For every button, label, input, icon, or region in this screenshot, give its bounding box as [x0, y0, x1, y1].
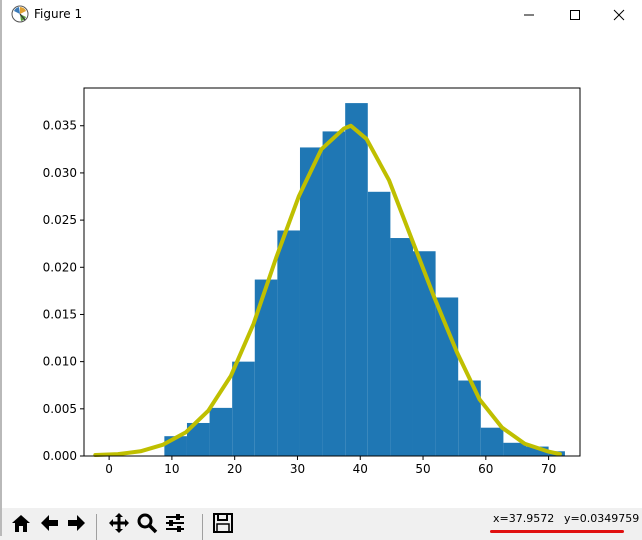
maximize-button[interactable]: [552, 0, 598, 30]
floppy-disk-icon: [212, 512, 234, 538]
minimize-button[interactable]: [506, 0, 552, 30]
x-tick-label: 60: [478, 462, 493, 476]
x-tick-label: 10: [164, 462, 179, 476]
histogram-bar: [186, 422, 210, 456]
close-button[interactable]: [596, 0, 642, 30]
pan-button[interactable]: [106, 512, 132, 538]
histogram-bar: [322, 131, 346, 456]
maximize-icon: [569, 6, 581, 25]
sliders-icon: [164, 512, 186, 538]
y-tick-label: 0.035: [43, 119, 77, 133]
x-tick-label: 0: [105, 462, 113, 476]
x-tick-label: 50: [415, 462, 430, 476]
home-icon: [10, 512, 32, 538]
x-tick-label: 20: [227, 462, 242, 476]
histogram-bar: [435, 297, 459, 456]
density-curve-layer: [93, 123, 562, 458]
y-tick-label: 0.005: [43, 402, 77, 416]
histogram-bar: [232, 361, 255, 456]
histogram-bar: [526, 446, 549, 456]
density-curve: [93, 123, 562, 458]
histogram-bar: [209, 407, 233, 456]
forward-arrow-icon: [66, 512, 88, 538]
back-arrow-icon: [38, 512, 60, 538]
x-tick-label: 30: [290, 462, 305, 476]
axes-frame: [83, 87, 581, 457]
y-tick-label: 0.010: [43, 355, 77, 369]
histogram-bar: [503, 442, 527, 456]
histogram-bar: [299, 147, 323, 456]
window-border: [0, 0, 2, 536]
home-button[interactable]: [8, 512, 34, 538]
back-button[interactable]: [36, 512, 62, 538]
histogram-bar: [458, 380, 481, 456]
histogram-bar: [345, 103, 368, 456]
configure-subplots-button[interactable]: [162, 512, 188, 538]
y-axis-ticks: 0.000 0.005 0.010 0.015 0.020 0.025 0.030 0.035: [43, 119, 84, 463]
forward-button[interactable]: [64, 512, 90, 538]
histogram-bar: [390, 238, 413, 456]
y-coordinate-readout: y=0.0349759: [564, 512, 640, 525]
y-tick-label: 0.025: [43, 213, 77, 227]
toolbar-separator: [202, 514, 203, 540]
matplotlib-app-icon: [11, 5, 29, 23]
plot-svg[interactable]: 0 10 20 30 40 50 60 70 0.000 0.005 0.010 0.015 0.02…: [2, 30, 642, 508]
red-underline-annotation: [490, 530, 624, 533]
pan-icon: [108, 512, 130, 538]
toolbar-separator: [96, 514, 97, 540]
histogram-bars: [164, 103, 565, 457]
window-title: Figure 1: [34, 7, 83, 21]
figure-canvas[interactable]: 0 10 20 30 40 50 60 70 0.000 0.005 0.010 0.015 0.02…: [2, 30, 642, 508]
magnifier-icon: [136, 512, 158, 538]
x-axis-ticks: 0 10 20 30 40 50 60 70: [105, 456, 556, 476]
close-icon: [613, 6, 625, 25]
zoom-button[interactable]: [134, 512, 160, 538]
x-tick-label: 70: [541, 462, 556, 476]
histogram-bar: [254, 279, 278, 456]
y-tick-label: 0.020: [43, 260, 77, 274]
histogram-bar: [480, 427, 504, 456]
y-tick-label: 0.030: [43, 166, 77, 180]
title-bar[interactable]: Figure 1: [2, 0, 642, 30]
minimize-icon: [523, 6, 535, 25]
histogram-bar: [367, 191, 391, 457]
histogram-bar: [412, 251, 436, 456]
save-button[interactable]: [210, 512, 236, 538]
x-coordinate-readout: x=37.9572: [493, 512, 555, 525]
histogram-bar: [277, 230, 300, 456]
y-tick-label: 0.000: [43, 449, 77, 463]
x-tick-label: 40: [353, 462, 368, 476]
y-tick-label: 0.015: [43, 307, 77, 321]
